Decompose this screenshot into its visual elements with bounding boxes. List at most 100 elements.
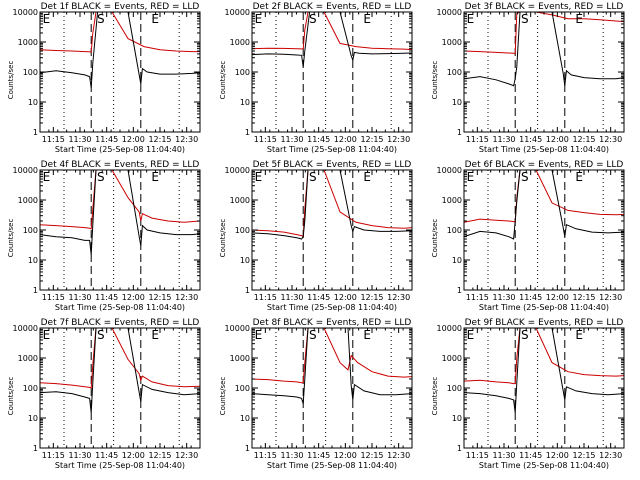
x-tick-label: 12:30 bbox=[175, 135, 198, 144]
y-tick-label: 1 bbox=[245, 286, 250, 295]
y-tick-label: 1 bbox=[33, 444, 38, 453]
x-tick-label: 12:15 bbox=[360, 135, 383, 144]
x-tick-label: 11:30 bbox=[492, 451, 515, 460]
series-line-events bbox=[464, 328, 624, 413]
x-tick-label: 12:15 bbox=[572, 293, 595, 302]
y-tick-label: 10 bbox=[28, 414, 38, 423]
x-tick-label: 11:45 bbox=[519, 451, 542, 460]
y-tick-label: 10000 bbox=[13, 324, 38, 333]
y-tick-label: 1000 bbox=[442, 196, 462, 205]
x-tick-label: 12:15 bbox=[360, 451, 383, 460]
y-axis-label: Counts/sec bbox=[431, 377, 439, 416]
y-tick-label: 10 bbox=[28, 256, 38, 265]
x-tick-label: 11:15 bbox=[254, 135, 277, 144]
x-tick-label: 12:30 bbox=[175, 451, 198, 460]
series-group bbox=[464, 328, 624, 413]
y-tick-label: 10000 bbox=[225, 8, 250, 17]
phase-marker-label: E bbox=[151, 12, 159, 26]
chart-title: Det 1f BLACK = Events, RED = LLD bbox=[41, 2, 200, 12]
y-axis-label: Counts/sec bbox=[7, 377, 15, 416]
y-tick-label: 10000 bbox=[13, 8, 38, 17]
series-line-lld bbox=[252, 328, 412, 384]
series-group bbox=[40, 12, 200, 88]
y-tick-label: 1000 bbox=[442, 38, 462, 47]
x-tick-label: 11:45 bbox=[95, 451, 118, 460]
phase-marker-label: S bbox=[521, 170, 529, 184]
x-tick-label: 12:30 bbox=[387, 293, 410, 302]
x-tick-label: 12:30 bbox=[387, 135, 410, 144]
phase-marker-label: E bbox=[575, 12, 583, 26]
chart-title: Det 2f BLACK = Events, RED = LLD bbox=[253, 2, 412, 12]
x-tick-label: 11:45 bbox=[95, 293, 118, 302]
x-tick-label: 11:15 bbox=[466, 135, 489, 144]
chart-title: Det 6f BLACK = Events, RED = LLD bbox=[465, 160, 624, 170]
x-tick-label: 11:30 bbox=[280, 293, 303, 302]
x-axis-label: Start Time (25-Sep-08 11:04:40) bbox=[267, 145, 397, 154]
phase-marker-label: S bbox=[97, 12, 105, 26]
x-axis-label: Start Time (25-Sep-08 11:04:40) bbox=[267, 461, 397, 470]
y-tick-label: 10 bbox=[240, 414, 250, 423]
x-tick-label: 11:30 bbox=[492, 135, 515, 144]
x-tick-label: 12:30 bbox=[599, 293, 622, 302]
series-line-lld bbox=[40, 328, 200, 389]
x-tick-label: 11:30 bbox=[68, 293, 91, 302]
phase-marker-label: E bbox=[255, 170, 263, 184]
series-line-events bbox=[464, 170, 624, 240]
x-tick-label: 12:00 bbox=[122, 293, 145, 302]
y-tick-label: 10 bbox=[240, 98, 250, 107]
series-group bbox=[252, 328, 412, 404]
phase-marker-label: E bbox=[151, 328, 159, 342]
x-axis-label: Start Time (25-Sep-08 11:04:40) bbox=[55, 145, 185, 154]
series-line-lld bbox=[252, 12, 412, 51]
y-tick-label: 100 bbox=[235, 226, 250, 235]
y-tick-label: 10 bbox=[240, 256, 250, 265]
series-group bbox=[464, 12, 624, 87]
series-line-lld bbox=[464, 328, 624, 385]
x-tick-label: 11:30 bbox=[280, 451, 303, 460]
phase-marker-label: S bbox=[97, 170, 105, 184]
x-tick-label: 11:30 bbox=[68, 451, 91, 460]
series-line-events bbox=[252, 328, 412, 404]
series-line-lld bbox=[464, 12, 624, 55]
x-tick-label: 11:15 bbox=[42, 451, 65, 460]
y-axis-label: Counts/sec bbox=[431, 219, 439, 258]
phase-marker-label: E bbox=[467, 328, 475, 342]
series-line-lld bbox=[252, 170, 412, 238]
series-line-lld bbox=[40, 12, 200, 53]
phase-marker-label: E bbox=[151, 170, 159, 184]
x-tick-label: 11:30 bbox=[280, 135, 303, 144]
y-tick-label: 1 bbox=[33, 128, 38, 137]
x-tick-label: 12:00 bbox=[546, 451, 569, 460]
phase-marker-label: S bbox=[309, 170, 317, 184]
y-tick-label: 1 bbox=[245, 444, 250, 453]
phase-marker-label: E bbox=[467, 12, 475, 26]
x-tick-label: 12:15 bbox=[572, 451, 595, 460]
series-group bbox=[40, 328, 200, 413]
phase-marker-label: E bbox=[43, 12, 51, 26]
y-tick-label: 1 bbox=[245, 128, 250, 137]
y-axis-label: Counts/sec bbox=[431, 61, 439, 100]
phase-marker-label: E bbox=[363, 328, 371, 342]
y-tick-label: 100 bbox=[235, 68, 250, 77]
phase-marker-label: E bbox=[363, 170, 371, 184]
x-tick-label: 12:00 bbox=[334, 293, 357, 302]
y-tick-label: 1000 bbox=[18, 38, 38, 47]
chart-title: Det 3f BLACK = Events, RED = LLD bbox=[465, 2, 624, 12]
series-line-events bbox=[464, 12, 624, 87]
chart-title: Det 9f BLACK = Events, RED = LLD bbox=[465, 318, 624, 328]
y-tick-label: 10000 bbox=[225, 324, 250, 333]
series-line-events bbox=[40, 328, 200, 413]
series-line-events bbox=[40, 170, 200, 255]
series-group bbox=[40, 170, 200, 255]
series-line-events bbox=[252, 170, 412, 240]
y-tick-label: 1 bbox=[457, 444, 462, 453]
y-tick-label: 100 bbox=[23, 384, 38, 393]
